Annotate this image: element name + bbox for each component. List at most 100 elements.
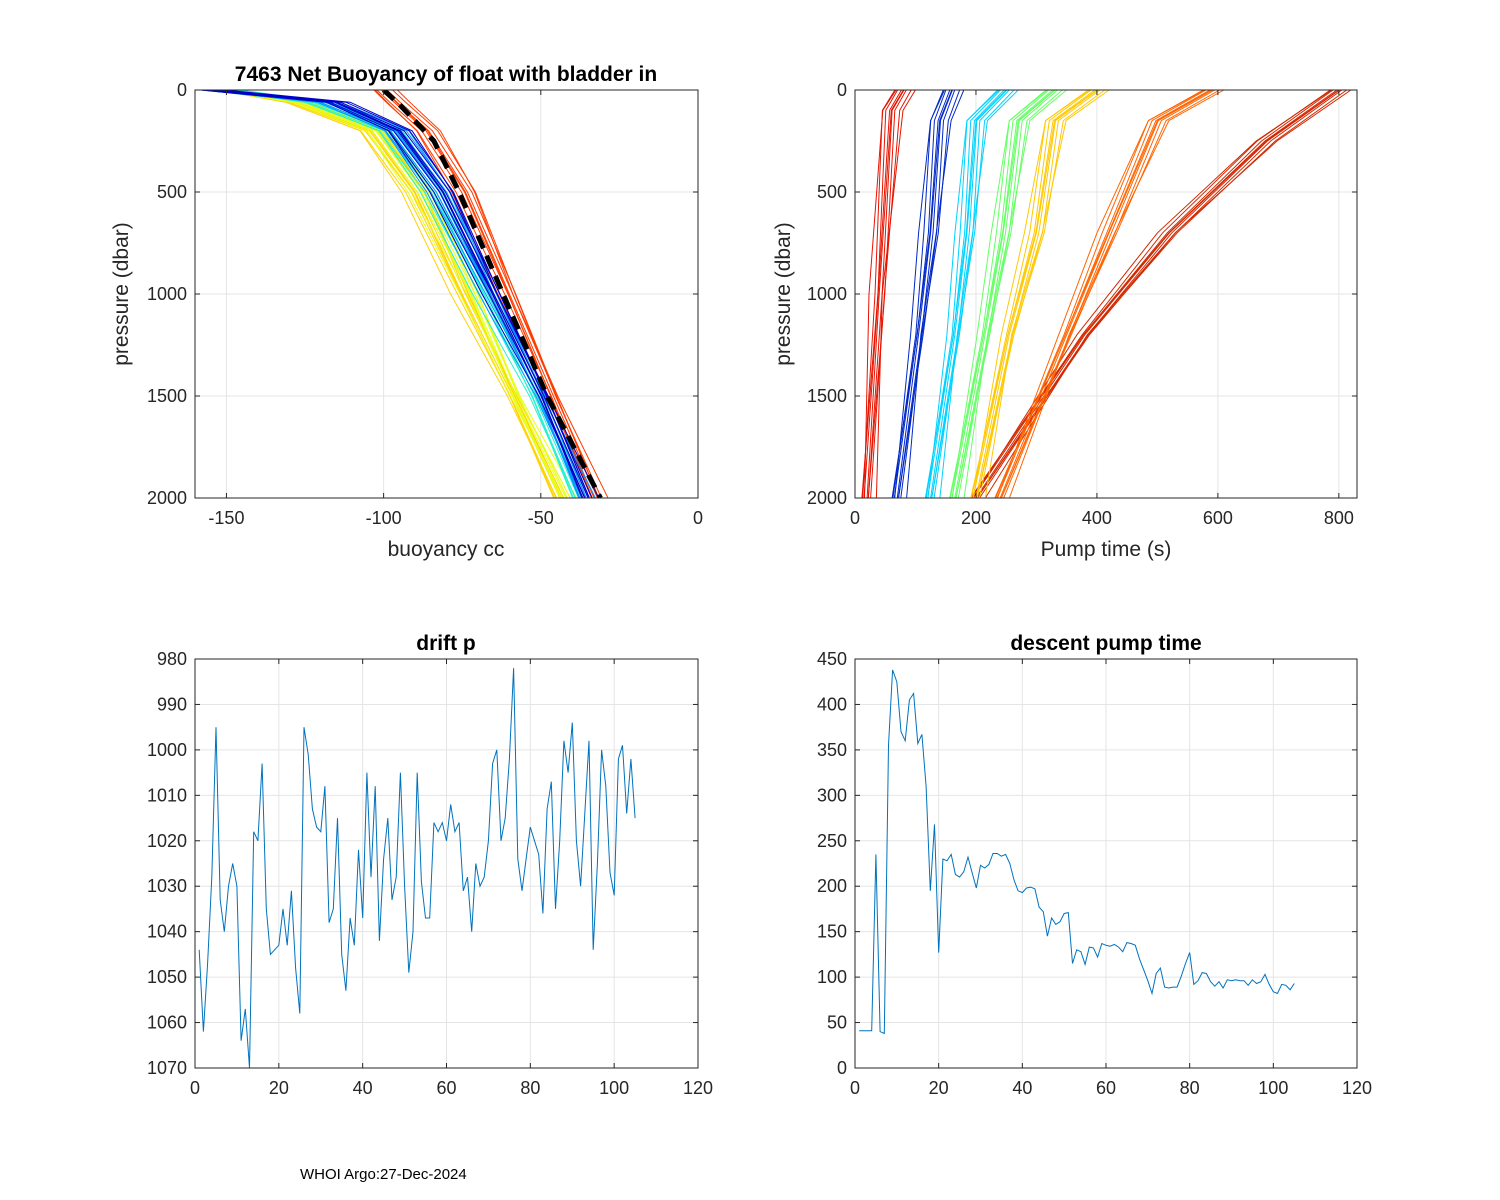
y-tick-label: 500 — [157, 182, 187, 202]
profile-line — [867, 90, 907, 498]
buoyancy-ylabel: pressure (dbar) — [110, 222, 133, 366]
pumptime-profiles — [861, 90, 1352, 498]
profile-line — [392, 90, 602, 498]
footer-caption: WHOI Argo:27-Dec-2024 — [300, 1166, 467, 1183]
y-tick-label: 500 — [817, 182, 847, 202]
descentpump-series — [859, 669, 1295, 1035]
x-tick-label: 600 — [1203, 508, 1233, 528]
descentpump-line — [859, 669, 1295, 1035]
profile-line — [951, 90, 1053, 498]
x-tick-label: 0 — [850, 1078, 860, 1098]
x-tick-label: 20 — [929, 1078, 949, 1098]
pumptime-xlabel: Pump time (s) — [1041, 538, 1172, 561]
y-tick-label: 450 — [817, 649, 847, 669]
buoyancy-xlabel: buoyancy cc — [388, 538, 505, 561]
pumptime-ylabel: pressure (dbar) — [772, 222, 795, 366]
profile-line — [386, 90, 600, 498]
profile-line — [906, 90, 965, 498]
x-tick-label: 0 — [850, 508, 860, 528]
driftp-series — [198, 668, 636, 1068]
profile-line — [949, 90, 1047, 498]
y-tick-label: 0 — [837, 80, 847, 100]
profile-line — [971, 90, 1089, 498]
profile-line — [976, 90, 1340, 498]
y-tick-label: 1000 — [147, 284, 187, 304]
profile-line — [933, 90, 1015, 498]
y-tick-label: 100 — [817, 967, 847, 987]
profile-line — [979, 90, 1106, 498]
profile-line — [955, 90, 1056, 498]
profile-line — [867, 90, 905, 498]
y-tick-label: 1500 — [147, 386, 187, 406]
profile-line — [984, 90, 1110, 498]
y-tick-label: 980 — [157, 649, 187, 669]
profile-line — [381, 90, 595, 498]
x-tick-label: 20 — [269, 1078, 289, 1098]
profile-line — [862, 90, 896, 498]
profile-line — [870, 90, 912, 498]
y-tick-label: 1070 — [147, 1058, 187, 1078]
x-tick-label: 0 — [693, 508, 703, 528]
profile-line — [891, 90, 947, 498]
buoyancy-title: 7463 Net Buoyancy of float with bladder … — [235, 63, 657, 86]
profile-line — [949, 90, 1050, 498]
x-tick-label: 200 — [961, 508, 991, 528]
profile-line — [970, 90, 1092, 498]
profile-line — [930, 90, 1007, 498]
y-tick-label: 1060 — [147, 1013, 187, 1033]
y-tick-label: 990 — [157, 694, 187, 714]
profile-line — [939, 90, 1019, 498]
profile-line — [224, 90, 600, 498]
profile-line — [954, 90, 1055, 498]
x-tick-label: 80 — [1180, 1078, 1200, 1098]
profile-line — [972, 90, 1096, 498]
y-tick-label: 50 — [827, 1013, 847, 1033]
profile-line — [979, 90, 1347, 498]
x-tick-label: 60 — [436, 1078, 456, 1098]
descentpump-title: descent pump time — [1010, 632, 1201, 655]
y-tick-label: 1010 — [147, 785, 187, 805]
driftp-title: drift p — [416, 632, 475, 655]
profile-line — [957, 90, 1063, 498]
y-tick-label: 1050 — [147, 967, 187, 987]
profile-line — [893, 90, 951, 498]
profile-line — [1003, 90, 1220, 498]
profile-line — [861, 90, 899, 498]
y-tick-label: 1040 — [147, 922, 187, 942]
x-tick-label: 120 — [1342, 1078, 1372, 1098]
y-tick-label: 400 — [817, 694, 847, 714]
buoyancy-axes: -150 -100 -50 0 0 500 1000 1500 2000 7463 Net Bu… — [110, 63, 703, 561]
x-tick-label: -100 — [366, 508, 402, 528]
driftp-axes: 0 20 40 60 80 100 120 980 990 1000 1010 1020 1030 104… — [147, 632, 713, 1098]
y-tick-label: 1500 — [807, 386, 847, 406]
x-tick-label: 60 — [1096, 1078, 1116, 1098]
profile-line — [925, 90, 999, 498]
profile-line — [892, 90, 944, 498]
profile-line — [994, 90, 1207, 498]
pumptime-axes: 0 200 400 600 800 0 500 1000 1500 2000 Pump time … — [772, 80, 1358, 561]
profile-line — [875, 90, 916, 498]
x-tick-label: 800 — [1324, 508, 1354, 528]
x-tick-label: 0 — [190, 1078, 200, 1098]
profile-line — [898, 90, 953, 498]
y-tick-label: 300 — [817, 785, 847, 805]
y-tick-label: 1000 — [147, 740, 187, 760]
x-tick-label: 40 — [353, 1078, 373, 1098]
profile-line — [373, 90, 593, 498]
y-tick-label: 0 — [177, 80, 187, 100]
y-tick-label: 2000 — [807, 488, 847, 508]
profile-line — [383, 90, 598, 498]
profile-line — [866, 90, 904, 498]
y-tick-label: 1000 — [807, 284, 847, 304]
profile-line — [971, 90, 1331, 498]
profile-line — [864, 90, 897, 498]
y-tick-label: 2000 — [147, 488, 187, 508]
y-tick-label: 0 — [837, 1058, 847, 1078]
y-tick-label: 250 — [817, 831, 847, 851]
x-tick-label: -50 — [528, 508, 554, 528]
profile-line — [963, 90, 1067, 498]
profile-line — [976, 90, 1098, 498]
x-tick-label: 40 — [1012, 1078, 1032, 1098]
profile-line — [984, 90, 1352, 498]
